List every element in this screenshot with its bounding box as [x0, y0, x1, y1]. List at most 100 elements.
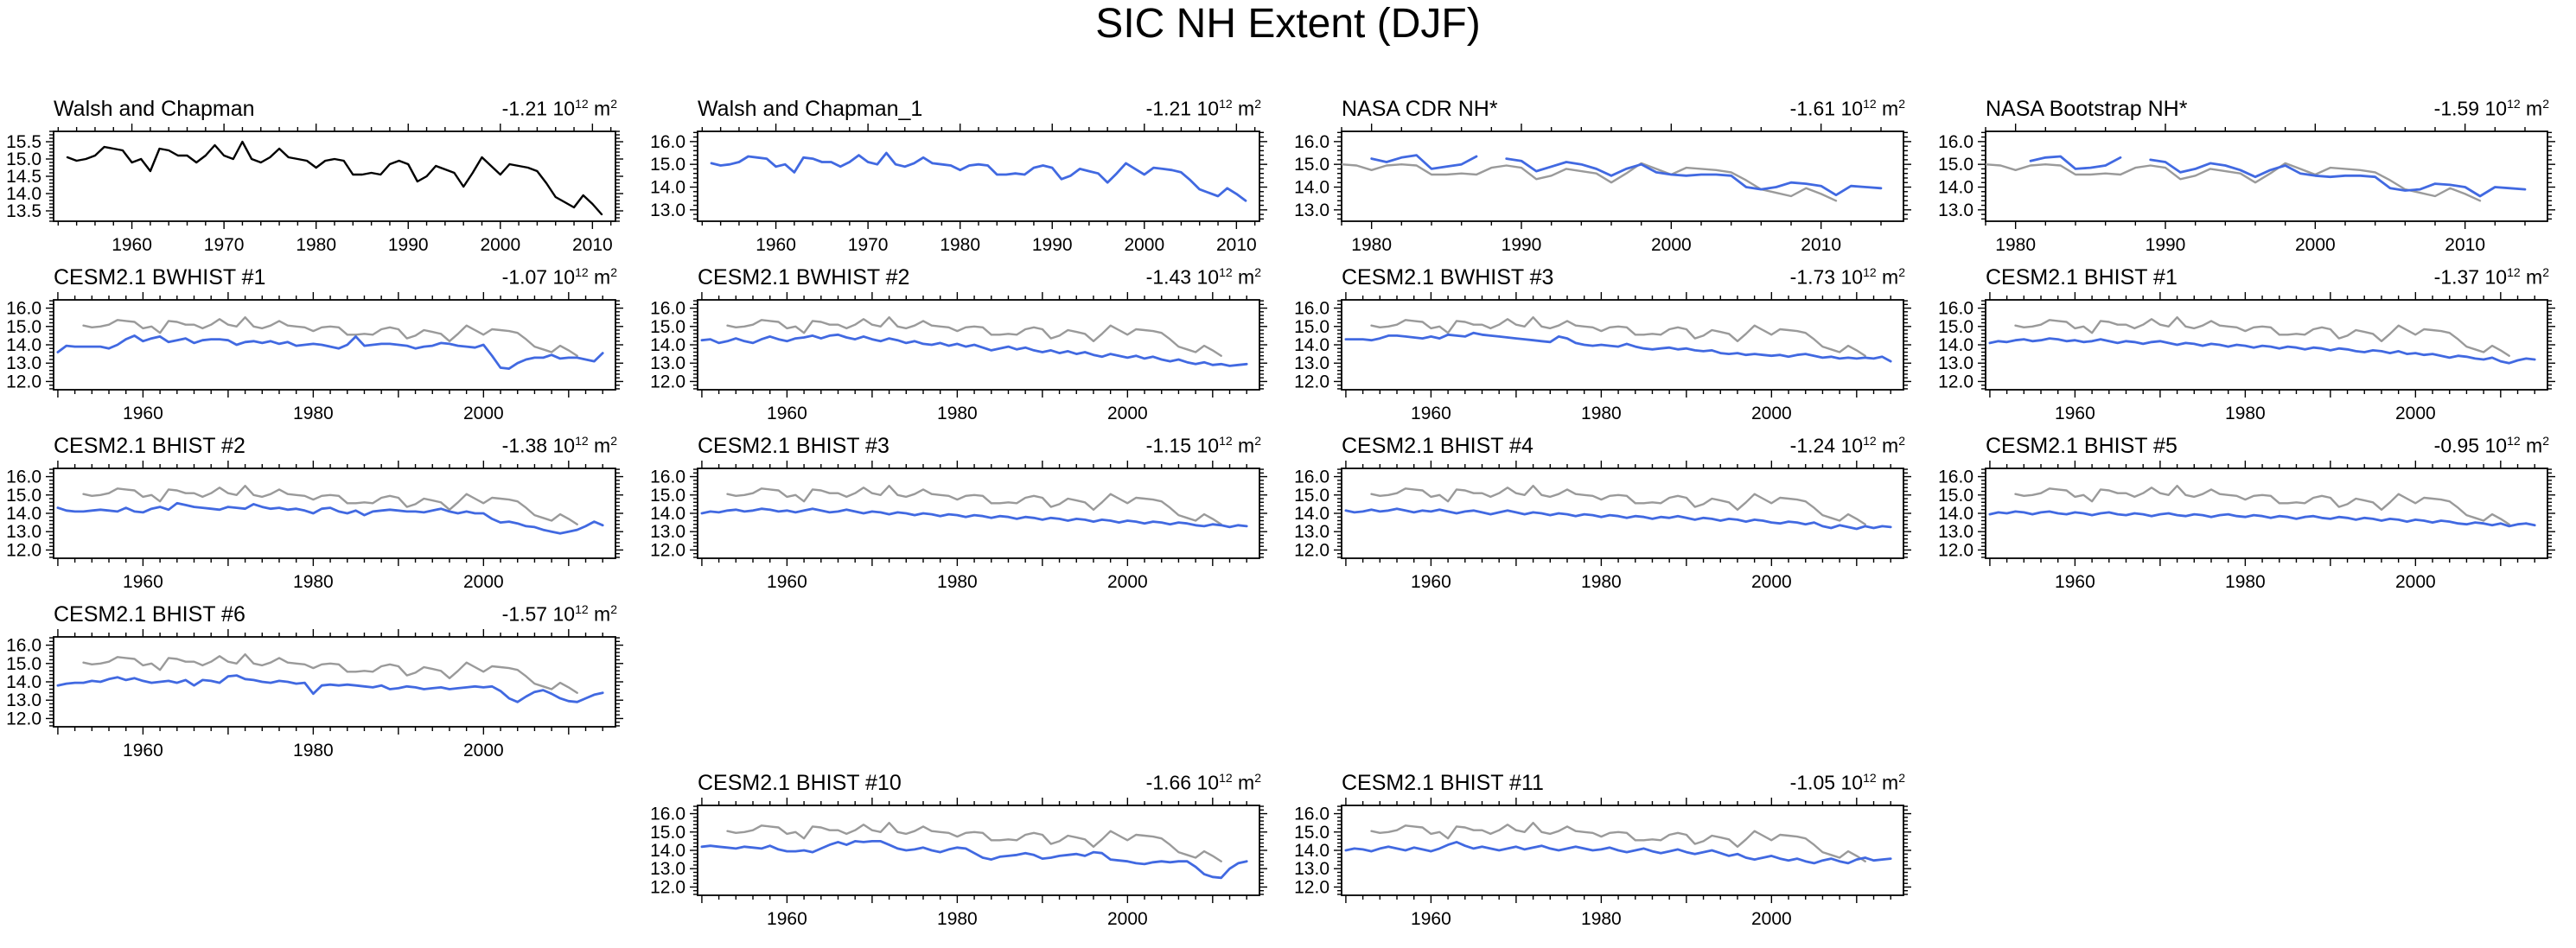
chart-panel-3: NASA CDR NH* -1.61 1012 m2 1980 1990 2000 2…: [1288, 92, 1932, 260]
svg-text:1960: 1960: [767, 909, 807, 929]
svg-text:12.0: 12.0: [1938, 540, 1973, 560]
svg-text:2000: 2000: [1107, 404, 1148, 423]
charts-grid: Walsh and Chapman -1.21 1012 m2 1960 1970…: [0, 92, 2576, 934]
svg-text:1960: 1960: [767, 404, 807, 423]
chart-panel-6: CESM2.1 BWHIST #2 -1.43 1012 m2 1960 1980…: [644, 260, 1288, 429]
svg-text:1980: 1980: [1581, 404, 1622, 423]
svg-text:15.0: 15.0: [6, 654, 41, 674]
svg-text:16.0: 16.0: [650, 299, 685, 319]
svg-text:1990: 1990: [1502, 235, 1542, 255]
svg-text:12.0: 12.0: [650, 877, 685, 897]
svg-text:1970: 1970: [204, 235, 245, 255]
svg-text:14.0: 14.0: [1294, 178, 1329, 198]
svg-text:14.0: 14.0: [1294, 504, 1329, 524]
svg-text:1960: 1960: [756, 235, 796, 255]
panel-trend-value: -1.21 1012 m2: [1145, 97, 1261, 120]
panel-title: CESM2.1 BHIST #11: [1342, 771, 1544, 795]
svg-text:1960: 1960: [123, 741, 163, 760]
svg-text:13.0: 13.0: [6, 353, 41, 373]
svg-text:13.0: 13.0: [1938, 200, 1973, 220]
svg-text:14.0: 14.0: [6, 335, 41, 355]
svg-text:14.0: 14.0: [1938, 335, 1973, 355]
svg-text:15.0: 15.0: [1938, 155, 1973, 175]
panel-plot-svg: 1960 1970 1980 1990 2000 2010 13.014.0 15.0 16.0: [650, 124, 1267, 255]
svg-text:14.0: 14.0: [650, 178, 685, 198]
svg-text:12.0: 12.0: [1294, 372, 1329, 391]
svg-text:1980: 1980: [937, 909, 978, 929]
chart-panel-1: Walsh and Chapman -1.21 1012 m2 1960 1970…: [0, 92, 644, 260]
panel-header: Walsh and Chapman -1.21 1012 m2: [0, 92, 644, 123]
svg-text:1980: 1980: [937, 572, 978, 592]
svg-text:16.0: 16.0: [650, 132, 685, 152]
svg-text:14.0: 14.0: [6, 672, 41, 692]
svg-text:1980: 1980: [296, 235, 336, 255]
panel-header: CESM2.1 BHIST #5 -0.95 1012 m2: [1932, 429, 2576, 460]
svg-text:13.0: 13.0: [1294, 200, 1329, 220]
svg-text:15.0: 15.0: [1294, 486, 1329, 506]
svg-text:13.0: 13.0: [1294, 522, 1329, 542]
panel-header: CESM2.1 BHIST #3 -1.15 1012 m2: [644, 429, 1288, 460]
panel-header: Walsh and Chapman_1 -1.21 1012 m2: [644, 92, 1288, 123]
svg-text:1960: 1960: [1411, 909, 1451, 929]
svg-text:14.5: 14.5: [6, 167, 41, 187]
chart-panel-8: CESM2.1 BHIST #1 -1.37 1012 m2 1960 1980 2…: [1932, 260, 2576, 429]
svg-text:16.0: 16.0: [6, 636, 41, 656]
svg-text:14.0: 14.0: [650, 841, 685, 861]
svg-text:13.0: 13.0: [1938, 353, 1973, 373]
panel-trend-value: -1.24 1012 m2: [1789, 434, 1905, 457]
svg-text:2000: 2000: [463, 572, 504, 592]
panel-plot-svg: 1960 1980 2000 12.013.014.015.016.0: [6, 461, 623, 592]
panel-header: CESM2.1 BHIST #11 -1.05 1012 m2: [1288, 766, 1932, 797]
svg-text:15.0: 15.0: [650, 155, 685, 175]
panel-plot-svg: 1960 1980 2000 12.013.014.015.016.0: [1294, 292, 1911, 423]
svg-text:1980: 1980: [293, 404, 334, 423]
page-title: SIC NH Extent (DJF): [1095, 1, 1481, 47]
svg-text:2000: 2000: [1107, 909, 1148, 929]
svg-text:12.0: 12.0: [1938, 372, 1973, 391]
panel-header: NASA Bootstrap NH* -1.59 1012 m2: [1932, 92, 2576, 123]
panel-title: CESM2.1 BHIST #4: [1342, 434, 1533, 458]
svg-text:12.0: 12.0: [6, 709, 41, 728]
svg-text:2010: 2010: [572, 235, 613, 255]
svg-text:2010: 2010: [2445, 235, 2485, 255]
panel-header: CESM2.1 BWHIST #3 -1.73 1012 m2: [1288, 260, 1932, 291]
svg-text:16.0: 16.0: [650, 805, 685, 824]
svg-text:2000: 2000: [2395, 572, 2436, 592]
svg-text:2000: 2000: [1751, 572, 1792, 592]
svg-text:15.0: 15.0: [650, 486, 685, 506]
svg-text:12.0: 12.0: [650, 372, 685, 391]
panel-header: CESM2.1 BHIST #10 -1.66 1012 m2: [644, 766, 1288, 797]
panel-plot-svg: 1960 1970 1980 1990 2000 2010 13.514.014.515.0…: [6, 124, 623, 255]
panel-trend-value: -1.15 1012 m2: [1145, 434, 1261, 457]
svg-text:1980: 1980: [293, 572, 334, 592]
panel-header: NASA CDR NH* -1.61 1012 m2: [1288, 92, 1932, 123]
panel-plot-svg: 1960 1980 2000 12.013.014.015.016.0: [650, 461, 1267, 592]
svg-text:1960: 1960: [2055, 404, 2095, 423]
svg-text:15.0: 15.0: [6, 150, 41, 169]
svg-text:16.0: 16.0: [1938, 299, 1973, 319]
svg-text:2000: 2000: [1751, 404, 1792, 423]
panel-title: NASA CDR NH*: [1342, 97, 1498, 121]
panel-trend-value: -1.21 1012 m2: [501, 97, 617, 120]
chart-panel-11: CESM2.1 BHIST #4 -1.24 1012 m2 1960 1980 2…: [1288, 429, 1932, 597]
panel-trend-value: -1.37 1012 m2: [2433, 265, 2549, 289]
panel-title: CESM2.1 BHIST #6: [54, 602, 245, 627]
panel-header: CESM2.1 BWHIST #2 -1.43 1012 m2: [644, 260, 1288, 291]
svg-text:1980: 1980: [293, 741, 334, 760]
svg-text:1990: 1990: [388, 235, 429, 255]
svg-text:16.0: 16.0: [1938, 468, 1973, 487]
svg-text:1960: 1960: [1411, 404, 1451, 423]
svg-text:2000: 2000: [463, 741, 504, 760]
chart-panel-13: CESM2.1 BHIST #6 -1.57 1012 m2 1960 1980 2…: [0, 597, 644, 766]
svg-text:14.0: 14.0: [1938, 178, 1973, 198]
panel-plot-svg: 1960 1980 2000 12.013.014.015.016.0: [6, 629, 623, 760]
panel-trend-value: -0.95 1012 m2: [2433, 434, 2549, 457]
panel-trend-value: -1.43 1012 m2: [1145, 265, 1261, 289]
svg-text:12.0: 12.0: [6, 372, 41, 391]
panel-title: CESM2.1 BHIST #5: [1986, 434, 2177, 458]
panel-trend-value: -1.61 1012 m2: [1789, 97, 1905, 120]
svg-text:16.0: 16.0: [1294, 805, 1329, 824]
svg-text:16.0: 16.0: [1938, 132, 1973, 152]
panel-title: CESM2.1 BWHIST #3: [1342, 265, 1554, 289]
svg-text:16.0: 16.0: [1294, 132, 1329, 152]
